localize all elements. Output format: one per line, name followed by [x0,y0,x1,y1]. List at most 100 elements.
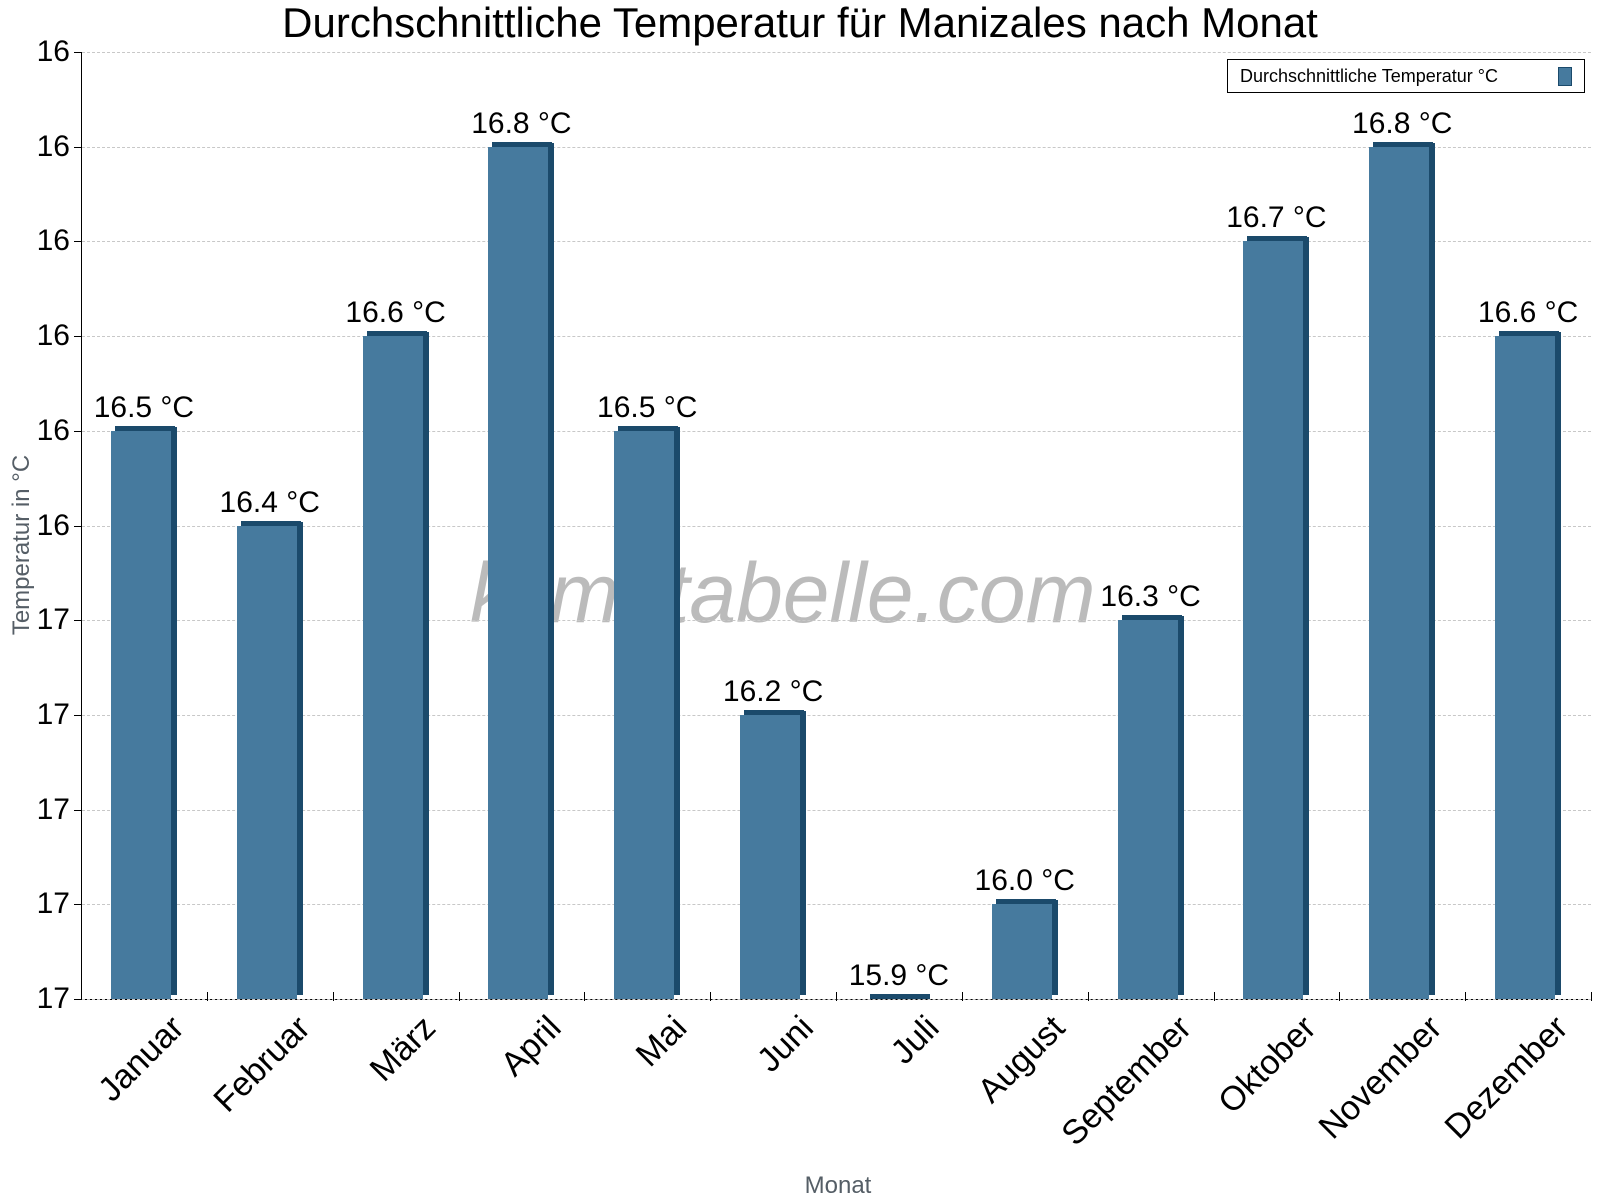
y-tick [74,52,81,53]
x-tick-label: Januar [90,1008,192,1109]
gridline [82,525,1591,527]
y-tick-label: 16 [36,319,70,353]
bar-november [1369,141,1436,999]
bar-side [1429,142,1436,995]
x-tick-label: Februar [206,1008,318,1120]
y-tick [74,525,81,527]
x-tick [1213,992,1215,1001]
value-label: 16.8 °C [1352,106,1453,140]
bar-august [991,899,1058,999]
y-tick [74,146,81,148]
y-tick-label: 17 [36,792,70,826]
y-tick-label: 17 [36,982,70,1015]
x-tick [1339,992,1341,1001]
bar-top [995,899,1056,905]
bar-side [1555,332,1562,995]
y-tick-label: 16 [36,129,70,163]
value-label: 16.8 °C [471,106,572,140]
bar-september [1117,615,1184,999]
value-label: 15.9 °C [848,959,950,992]
y-tick-label: 16 [36,35,70,68]
bar-side [1303,237,1310,995]
y-axis [81,52,82,1000]
y-tick-label: 16 [36,508,70,542]
bar-side [1177,616,1184,995]
x-tick [710,992,712,1001]
value-label: 16.7 °C [1226,201,1327,235]
bar-top [366,331,427,337]
x-tick-label: November [1311,1008,1450,1147]
x-tick [584,992,586,1001]
x-tick-label: Mai [628,1008,695,1075]
gridline [82,809,1591,811]
y-tick-label: 16 [36,413,70,447]
value-label: 16.6 °C [1477,296,1579,330]
x-tick-label: April [493,1008,569,1084]
value-label: 16.2 °C [722,674,824,708]
value-label: 16.0 °C [974,864,1075,898]
x-tick [458,992,460,1001]
bar-side [170,426,177,995]
gridline [82,714,1591,716]
value-label: 16.5 °C [597,390,698,424]
x-tick-label: Dezember [1437,1008,1576,1147]
bar-dezember [1495,331,1562,999]
bar-top [114,425,175,431]
legend-label: Durchschnittliche Temperatur °C [1240,66,1498,86]
watermark: klimatabelle.com [470,546,1096,640]
bar-side [674,426,681,995]
bar-februar [236,520,303,999]
bar-side [800,710,807,995]
x-tick [332,992,334,1001]
y-tick-label: 17 [36,697,70,731]
x-tick [206,992,208,1001]
y-tick-label: 17 [36,603,70,637]
bar-april [488,141,555,999]
x-tick [1591,992,1592,1001]
bar-top [1121,615,1182,621]
bar-top [1247,236,1308,242]
bar-top [618,425,679,431]
value-label: 16.4 °C [219,485,320,519]
gridline [82,146,1591,148]
y-tick-label: 16 [36,224,70,258]
y-tick [74,336,81,338]
bar-side [548,142,555,995]
x-tick [836,992,837,1001]
bar-side [296,521,303,995]
bar-side [422,332,429,995]
bar-top [1373,141,1434,147]
value-label: 16.5 °C [93,390,195,424]
bar-top [240,520,301,526]
value-label: 16.6 °C [345,296,446,330]
x-tick [961,992,963,1001]
bar-top [869,994,930,999]
y-tick [74,999,81,1000]
gridline [82,620,1591,622]
bar-oktober [1243,236,1310,999]
gridline [82,904,1591,906]
x-tick [1465,992,1467,1001]
bar-märz [362,331,429,999]
bar-mai [614,425,681,999]
y-tick [74,809,81,811]
x-tick [1087,992,1089,1001]
gridline [82,336,1591,338]
gridline [82,241,1591,243]
x-tick-label: September [1053,1008,1199,1154]
bar-side [1051,900,1058,995]
bar-top [744,709,805,715]
value-label: 16.3 °C [1100,580,1201,614]
legend-swatch-icon [1558,67,1572,86]
y-tick [74,241,81,243]
chart-title: Durchschnittliche Temperatur für Manizal… [282,0,1318,46]
y-tick [74,620,81,622]
legend: Durchschnittliche Temperatur °C [1227,59,1585,93]
x-tick-label: Juli [883,1008,947,1072]
x-tick-label: Oktober [1211,1008,1324,1121]
x-tick-label: August [970,1008,1073,1111]
bar-januar [110,425,177,999]
bar-top [492,141,553,147]
y-tick [74,714,81,716]
y-tick [74,430,81,432]
